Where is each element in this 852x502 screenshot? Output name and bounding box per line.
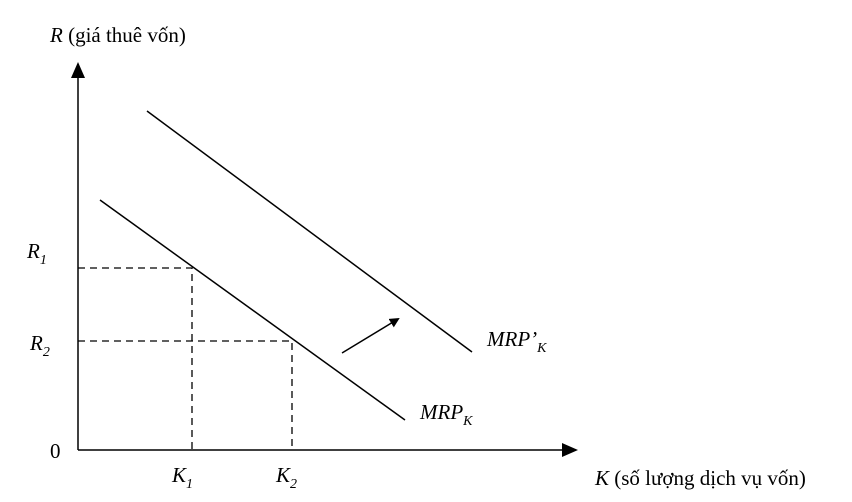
y-level-label-base: R bbox=[26, 239, 40, 263]
y-level-label-sub: 2 bbox=[43, 345, 50, 360]
shift-arrow bbox=[341, 317, 400, 354]
x-axis-label: K (số lượng dịch vụ vốn) bbox=[594, 466, 806, 490]
y-axis-label: R (giá thuê vốn) bbox=[49, 23, 186, 47]
curve-label-base: MRP’ bbox=[486, 327, 537, 351]
y-level-label-sub: 1 bbox=[40, 253, 47, 268]
x-level-label-sub: 2 bbox=[290, 477, 297, 492]
curve-label-sub: K bbox=[536, 341, 547, 356]
curve-label: MRPK bbox=[419, 400, 473, 429]
x-level-label-base: K bbox=[275, 463, 291, 487]
curve-label-base: MRP bbox=[419, 400, 463, 424]
curve-mrp-prime bbox=[146, 110, 473, 353]
x-level-label: K2 bbox=[275, 463, 297, 492]
origin-label: 0 bbox=[50, 439, 61, 463]
x-level-label-base: K bbox=[171, 463, 187, 487]
y-level-label: R1 bbox=[26, 239, 47, 268]
x-level-label: K1 bbox=[171, 463, 193, 492]
curve-label: MRP’K bbox=[486, 327, 547, 356]
guide-r1-k1 bbox=[78, 267, 193, 450]
x-level-label-sub: 1 bbox=[186, 477, 193, 492]
y-level-label-base: R bbox=[29, 331, 43, 355]
curve-mrp bbox=[99, 199, 406, 421]
guide-r2-k2 bbox=[78, 340, 293, 450]
curve-label-sub: K bbox=[462, 414, 473, 429]
y-level-label: R2 bbox=[29, 331, 50, 360]
